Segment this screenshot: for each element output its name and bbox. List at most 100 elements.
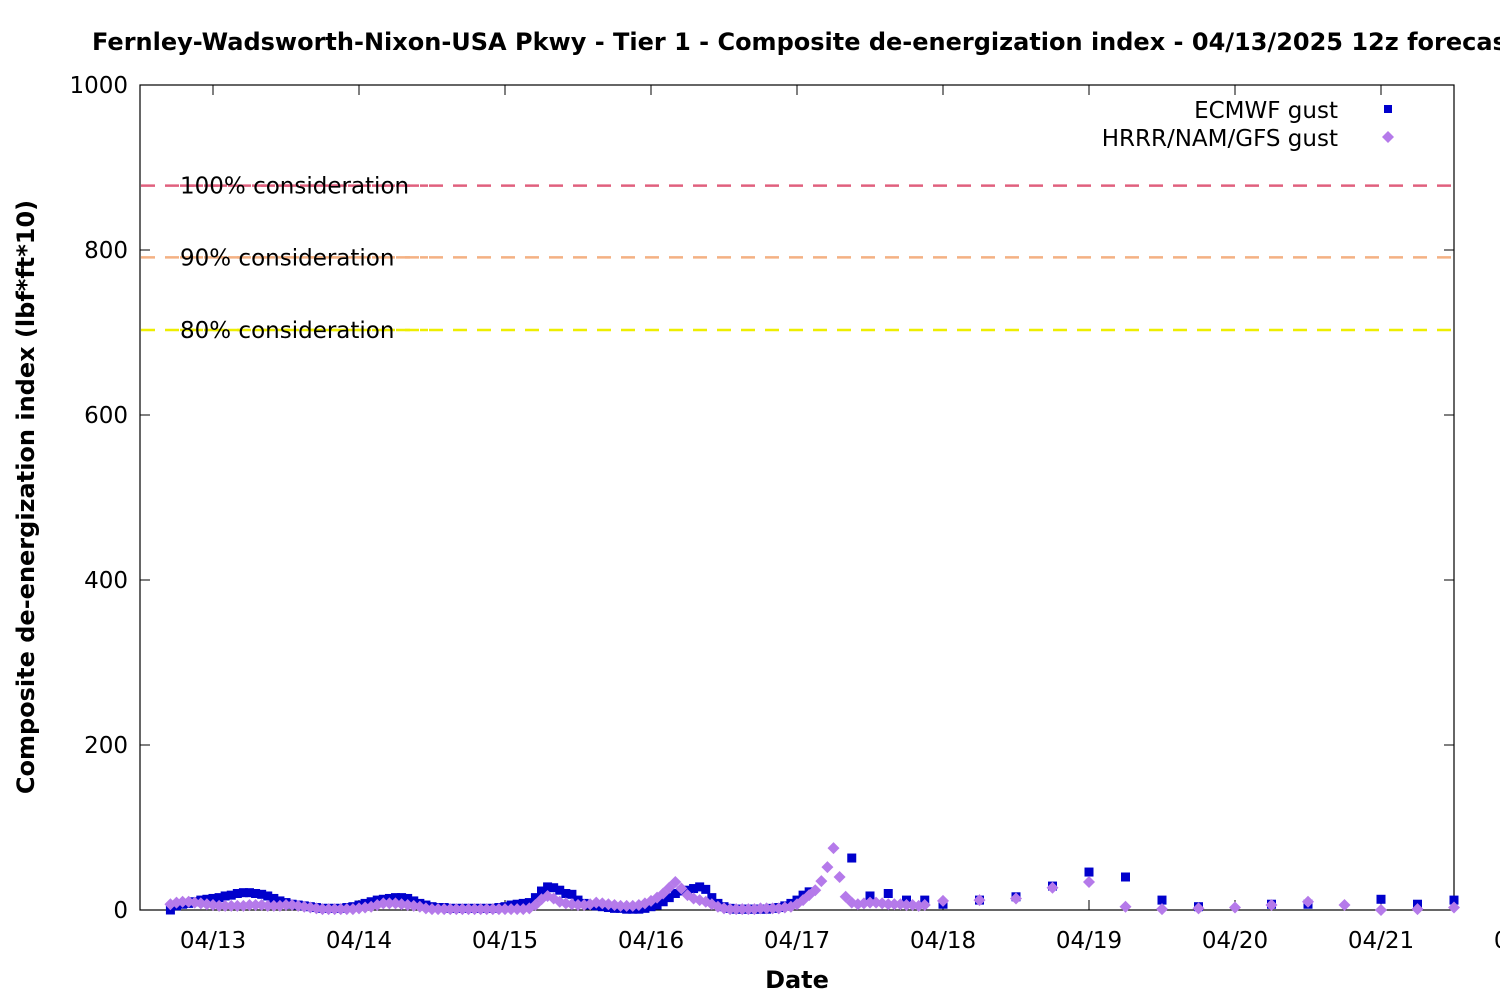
data-point-square [403, 893, 413, 903]
x-axis-ticks: 04/13 04/14 04/15 04/16 04/17 04/18 04/19 04/20… [180, 85, 1500, 954]
y-tick-label: 400 [84, 568, 128, 594]
data-point-diamond [1265, 899, 1278, 912]
x-tick-label: 04/21 [1348, 928, 1414, 954]
data-point-diamond [474, 903, 487, 916]
data-point-diamond [669, 875, 682, 888]
data-point-diamond [499, 903, 511, 916]
data-point-square [214, 893, 224, 903]
data-point-diamond [492, 903, 505, 916]
y-tick-label: 1000 [69, 73, 128, 99]
data-point-diamond [426, 903, 438, 916]
y-axis-label: Composite de-energization index (lbf*ft*… [12, 200, 40, 794]
data-point-square [865, 891, 875, 901]
data-point-diamond [280, 899, 292, 912]
data-point-diamond [827, 842, 840, 855]
data-point-square [549, 883, 559, 893]
data-point-diamond [480, 903, 493, 916]
data-point-diamond [340, 903, 353, 916]
data-point-square [251, 889, 261, 898]
data-point-diamond [815, 875, 828, 888]
data-point-square [269, 893, 279, 903]
data-point-square [707, 893, 717, 903]
data-point-diamond [1229, 901, 1241, 914]
reference-line-label: 100% consideration [180, 174, 409, 200]
series-hrrr-nam-gfs-gust [164, 842, 1460, 916]
reference-line-label: 80% consideration [180, 318, 394, 344]
data-point-square [220, 891, 230, 901]
legend-marker-hrrr [1382, 131, 1394, 143]
data-point-square [1121, 872, 1130, 882]
data-point-diamond [432, 903, 445, 916]
data-point-diamond [450, 903, 463, 916]
y-tick-label: 800 [84, 238, 128, 264]
data-point-diamond [736, 903, 749, 916]
data-point-square [543, 882, 553, 892]
data-point-diamond [383, 897, 396, 910]
data-point-diamond [444, 903, 457, 916]
data-point-diamond [888, 898, 901, 911]
data-point-diamond [1083, 875, 1095, 888]
data-point-diamond [742, 903, 755, 916]
x-tick-label: 04/14 [326, 928, 392, 954]
x-tick-label: 04/19 [1056, 928, 1122, 954]
data-point-square [1084, 867, 1094, 877]
y-tick-label: 0 [113, 898, 128, 924]
data-point-diamond [614, 899, 627, 912]
data-point-diamond [486, 903, 499, 916]
data-point-diamond [511, 903, 524, 916]
data-point-square [537, 886, 546, 896]
data-point-square [652, 900, 662, 910]
data-point-square [208, 893, 218, 903]
x-axis-label: Date [765, 966, 829, 994]
data-point-diamond [438, 903, 451, 916]
reference-lines: 100% consideration 90% consideration 80% c… [141, 174, 1453, 344]
data-point-diamond [249, 899, 262, 912]
plot-frame [139, 84, 1455, 911]
data-point-square [238, 888, 248, 898]
data-series [164, 842, 1460, 916]
data-point-diamond [231, 899, 244, 912]
x-tick-label: 04/18 [910, 928, 976, 954]
data-point-diamond [675, 882, 688, 895]
data-point-diamond [918, 899, 931, 912]
data-point-diamond [760, 902, 773, 915]
data-point-square [701, 884, 711, 894]
data-point-diamond [864, 896, 876, 909]
data-point-diamond [900, 899, 913, 912]
data-point-square [847, 853, 857, 863]
data-point-diamond [1338, 899, 1351, 912]
data-point-diamond [1119, 900, 1132, 913]
data-point-diamond [882, 898, 895, 911]
data-point-diamond [821, 861, 834, 874]
data-point-square [263, 891, 273, 901]
data-point-diamond [243, 899, 256, 912]
legend-label-ecmwf: ECMWF gust [1194, 98, 1338, 124]
data-point-diamond [176, 895, 189, 908]
data-point-square [883, 889, 893, 898]
data-point-diamond [328, 903, 341, 916]
data-point-diamond [620, 899, 633, 912]
data-point-square [1157, 895, 1167, 905]
data-point-diamond [809, 884, 822, 897]
y-tick-label: 200 [84, 733, 128, 759]
x-tick-label: 04/16 [618, 928, 684, 954]
data-point-diamond [468, 903, 481, 916]
data-point-square [397, 893, 407, 903]
data-point-square [1449, 895, 1459, 905]
data-point-square [670, 889, 680, 898]
reference-line-label: 90% consideration [180, 245, 394, 271]
y-axis-ticks: 0 200 400 600 800 1000 [69, 73, 1454, 924]
data-point-diamond [505, 903, 518, 916]
data-point-square [1376, 894, 1386, 904]
data-point-square [664, 893, 674, 903]
data-point-diamond [766, 902, 779, 915]
data-point-diamond [267, 899, 280, 912]
data-point-square [689, 884, 699, 894]
x-tick-label: 04/17 [764, 928, 830, 954]
data-point-square [658, 897, 668, 907]
data-point-diamond [833, 871, 846, 883]
data-point-diamond [322, 903, 335, 916]
chart-title: Fernley-Wadsworth-Nixon-USA Pkwy - Tier … [92, 28, 1500, 56]
data-point-square [226, 890, 236, 900]
